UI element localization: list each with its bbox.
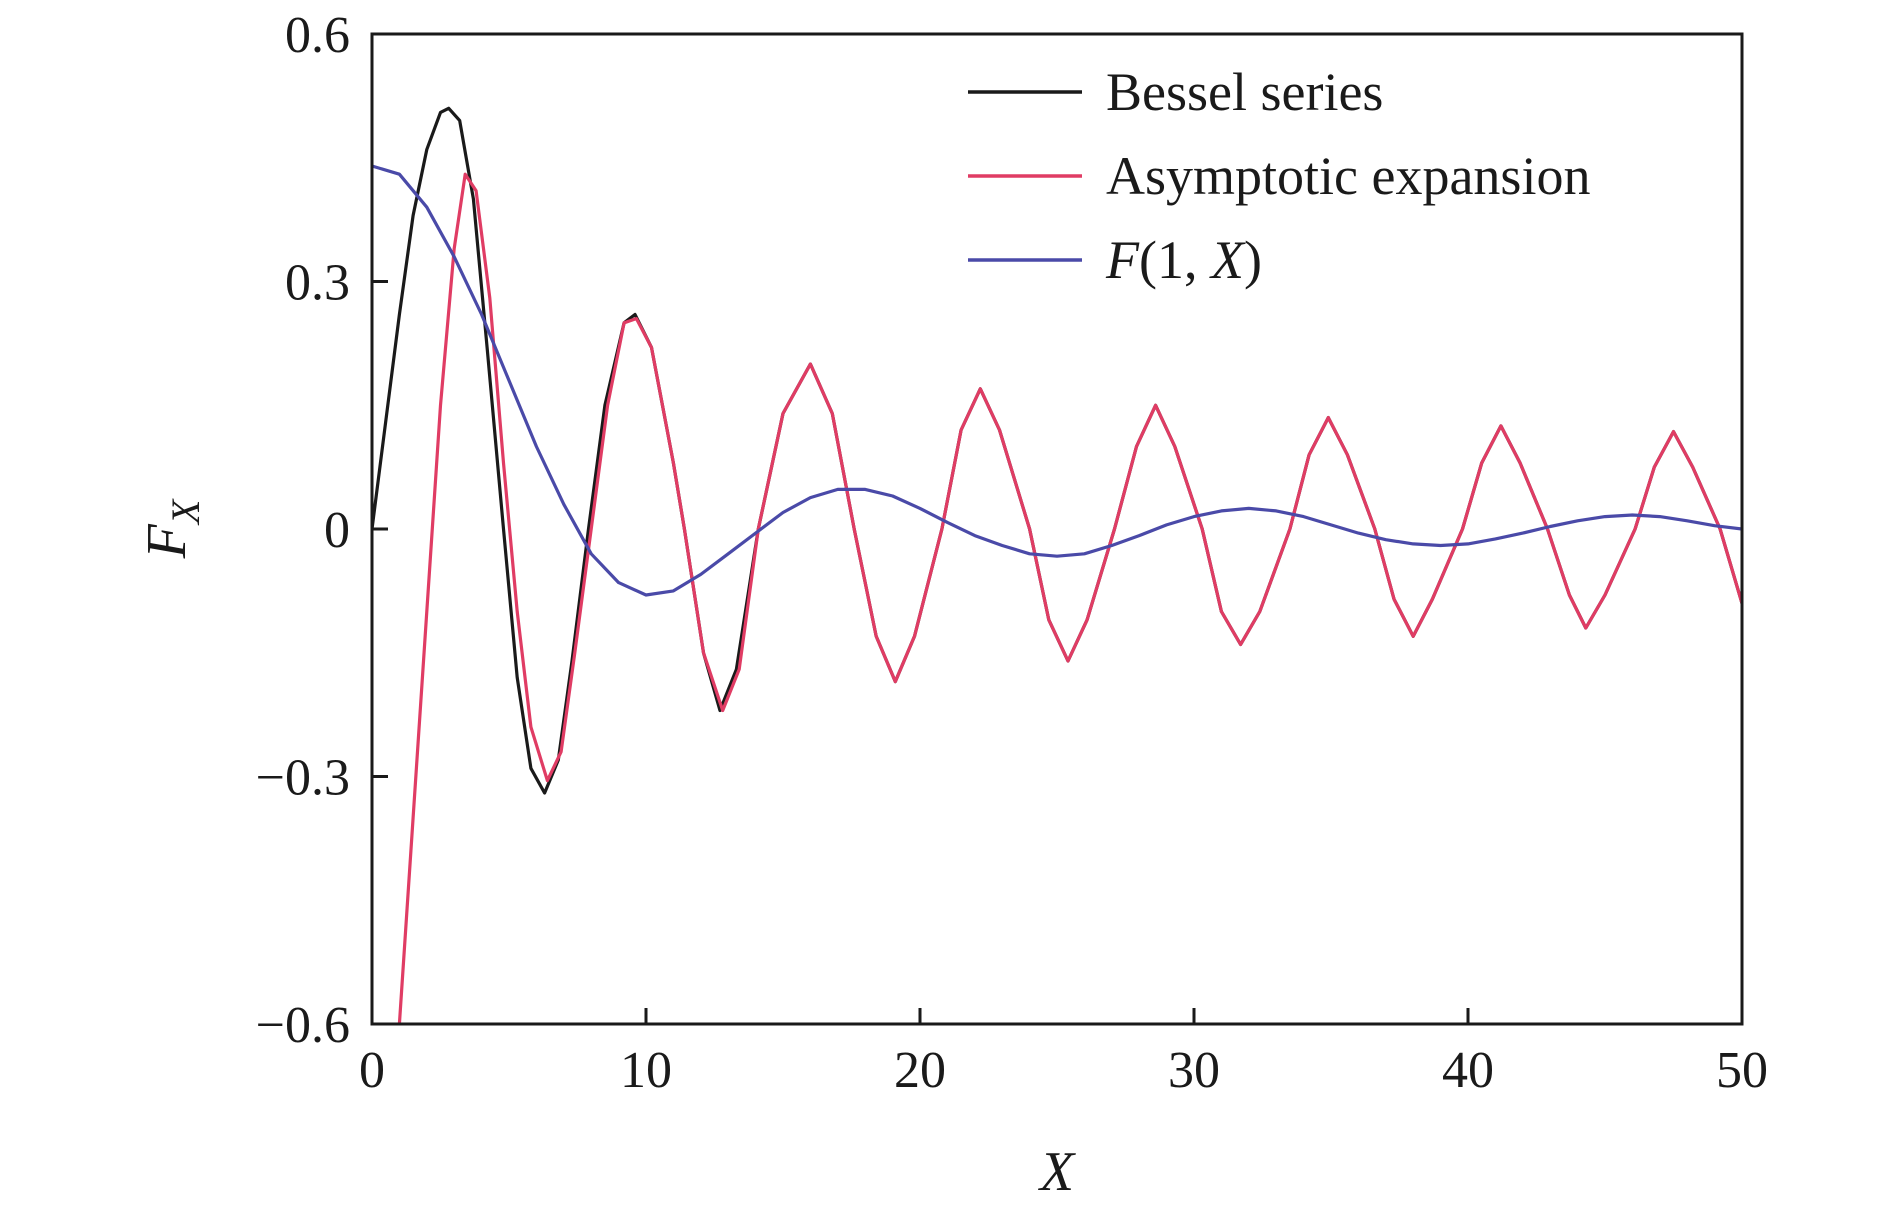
x-axis-label: X: [1038, 1141, 1077, 1203]
y-tick-label: 0.3: [285, 255, 350, 312]
series-line-3: [372, 164, 1742, 597]
legend-label-2: Asymptotic expansion: [1106, 146, 1590, 206]
y-axis-label-main: F: [136, 523, 198, 559]
plot-lines: [372, 106, 1742, 1024]
tick-labels: 0 10 20 30 40 50 −0.6 −0.3 0 0.3 0.6: [256, 7, 1768, 1099]
series-line-1: [372, 106, 1742, 795]
x-tick-label: 0: [359, 1042, 385, 1099]
y-tick-label: 0: [324, 502, 350, 559]
y-axis-label: FX: [136, 498, 208, 559]
y-tick-label: −0.6: [256, 997, 350, 1054]
plot-frame: [370, 32, 1744, 1026]
y-tick-label: −0.3: [256, 750, 350, 807]
x-tick-label: 50: [1716, 1042, 1768, 1099]
x-tick-label: 40: [1442, 1042, 1494, 1099]
y-tick-label: 0.6: [285, 7, 350, 64]
x-tick-label: 20: [894, 1042, 946, 1099]
x-tick-label: 30: [1168, 1042, 1220, 1099]
legend-label-3: F(1, X): [1105, 230, 1262, 290]
legend: Bessel series Asymptotic expansion F(1, X): [968, 62, 1590, 290]
y-axis-label-sub: X: [163, 498, 208, 526]
x-tick-label: 10: [620, 1042, 672, 1099]
series-line-2: [397, 172, 1742, 1024]
legend-label-1: Bessel series: [1106, 62, 1383, 122]
svg-text:FX: FX: [136, 498, 208, 559]
